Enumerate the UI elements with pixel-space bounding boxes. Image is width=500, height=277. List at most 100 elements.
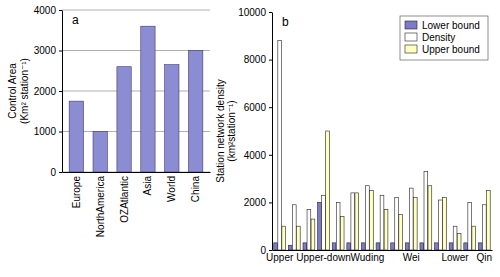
bar (336, 202, 340, 250)
bar (340, 217, 344, 250)
y-axis-title: Station network density (215, 79, 226, 182)
x-axis-line (273, 250, 493, 251)
grid-line (62, 50, 210, 51)
x-tick-label: Lower (441, 252, 469, 263)
y-axis: 0 1000 2000 3000 4000 (34, 5, 63, 178)
x-axis: Europe NorthAmerica OZAtlantic Asia World Chi… (63, 172, 211, 237)
panel-label: a (72, 13, 79, 27)
y-tick-mark (269, 107, 272, 108)
y-tick: 1000 (34, 126, 62, 137)
bar (468, 202, 472, 250)
bar (435, 243, 439, 250)
bar (395, 198, 399, 250)
legend-label: Lower bound (422, 20, 480, 31)
y-tick-label: 3000 (34, 45, 57, 56)
y-tick-mark (269, 202, 272, 203)
x-tick-label: Upper-down (296, 252, 350, 263)
bar (405, 243, 409, 250)
y-tick: 10000 (238, 7, 272, 18)
y-tick-mark (269, 12, 272, 13)
x-tick-label: Wei (403, 252, 420, 263)
x-tick-label: China (190, 176, 201, 203)
x-tick-label: Wuding (351, 252, 385, 263)
legend-swatch (405, 21, 417, 29)
y-tick: 4000 (244, 150, 272, 161)
legend-label: Density (422, 32, 455, 43)
x-tick: Wei (403, 250, 420, 263)
y-tick-label: 1000 (34, 126, 57, 137)
bar (303, 243, 307, 250)
x-axis: UpperUpper-downWudingWeiLowerQin (266, 250, 492, 263)
bar (376, 243, 380, 250)
y-tick: 2000 (34, 86, 62, 97)
y-tick-label: 2000 (34, 86, 57, 97)
bar (370, 191, 374, 251)
y-tick-label: 0 (50, 167, 56, 178)
x-tick-label: NorthAmerica (95, 176, 106, 238)
bar (347, 243, 351, 250)
bar (189, 51, 203, 173)
legend-swatch (405, 33, 417, 41)
y-tick-mark (269, 155, 272, 156)
bar (409, 188, 413, 250)
y-axis-title: (Km² station⁻¹) (19, 58, 30, 124)
y-tick-label: 6000 (244, 102, 267, 113)
bar (472, 226, 476, 250)
grid-line (62, 10, 210, 11)
bar (482, 205, 486, 250)
bar (322, 195, 326, 250)
y-tick: 6000 (244, 102, 272, 113)
grid-line (62, 131, 210, 132)
chart-container: 0 1000 2000 3000 4000 Europe NorthAmerica OZAtl… (0, 0, 500, 277)
bar (288, 245, 292, 250)
panel-label: b (282, 15, 289, 29)
x-tick: Europe (71, 172, 82, 208)
bar (117, 67, 131, 172)
bar (380, 195, 384, 250)
y-tick-mark (59, 172, 62, 173)
y-axis-line (272, 13, 273, 251)
bar (307, 210, 311, 250)
bar (487, 191, 491, 251)
y-tick: 3000 (34, 45, 62, 56)
bar (420, 243, 424, 250)
x-tick-label: Europe (71, 176, 82, 209)
y-tick-label: 2000 (244, 197, 267, 208)
grid (62, 10, 210, 172)
bar (424, 171, 428, 250)
y-tick-mark (59, 51, 62, 52)
bar (449, 243, 453, 250)
bar (282, 226, 286, 250)
y-axis-line (62, 11, 63, 173)
bar (457, 233, 461, 250)
legend-label: Upper bound (422, 44, 480, 55)
x-tick-label: World (166, 176, 177, 202)
bar (318, 202, 322, 250)
x-tick: Upper-down (296, 250, 350, 263)
bar (443, 198, 447, 250)
bar (326, 131, 330, 250)
grid-line (62, 91, 210, 92)
bar (439, 200, 443, 250)
y-tick-mark (59, 132, 62, 133)
chart-svg: 0 1000 2000 3000 4000 Europe NorthAmerica OZAtl… (0, 0, 500, 277)
x-tick: World (166, 172, 177, 202)
x-tick: Wuding (351, 250, 385, 263)
bars (274, 41, 490, 250)
y-tick-mark (59, 10, 62, 11)
x-tick: Asia (142, 172, 153, 195)
bar (165, 65, 179, 172)
x-tick-label: OZAtlantic (119, 176, 130, 223)
x-tick-label: Upper (266, 252, 294, 263)
y-tick-label: 4000 (244, 150, 267, 161)
bar (361, 243, 365, 250)
y-tick-mark (59, 91, 62, 92)
x-axis-line (63, 172, 211, 173)
bar (366, 186, 370, 250)
grid-line (62, 172, 210, 173)
y-axis-title: Control Area (7, 63, 18, 119)
bar (478, 243, 482, 250)
y-tick-mark (269, 60, 272, 61)
y-tick-label: 4000 (34, 5, 57, 16)
bar (453, 226, 457, 250)
